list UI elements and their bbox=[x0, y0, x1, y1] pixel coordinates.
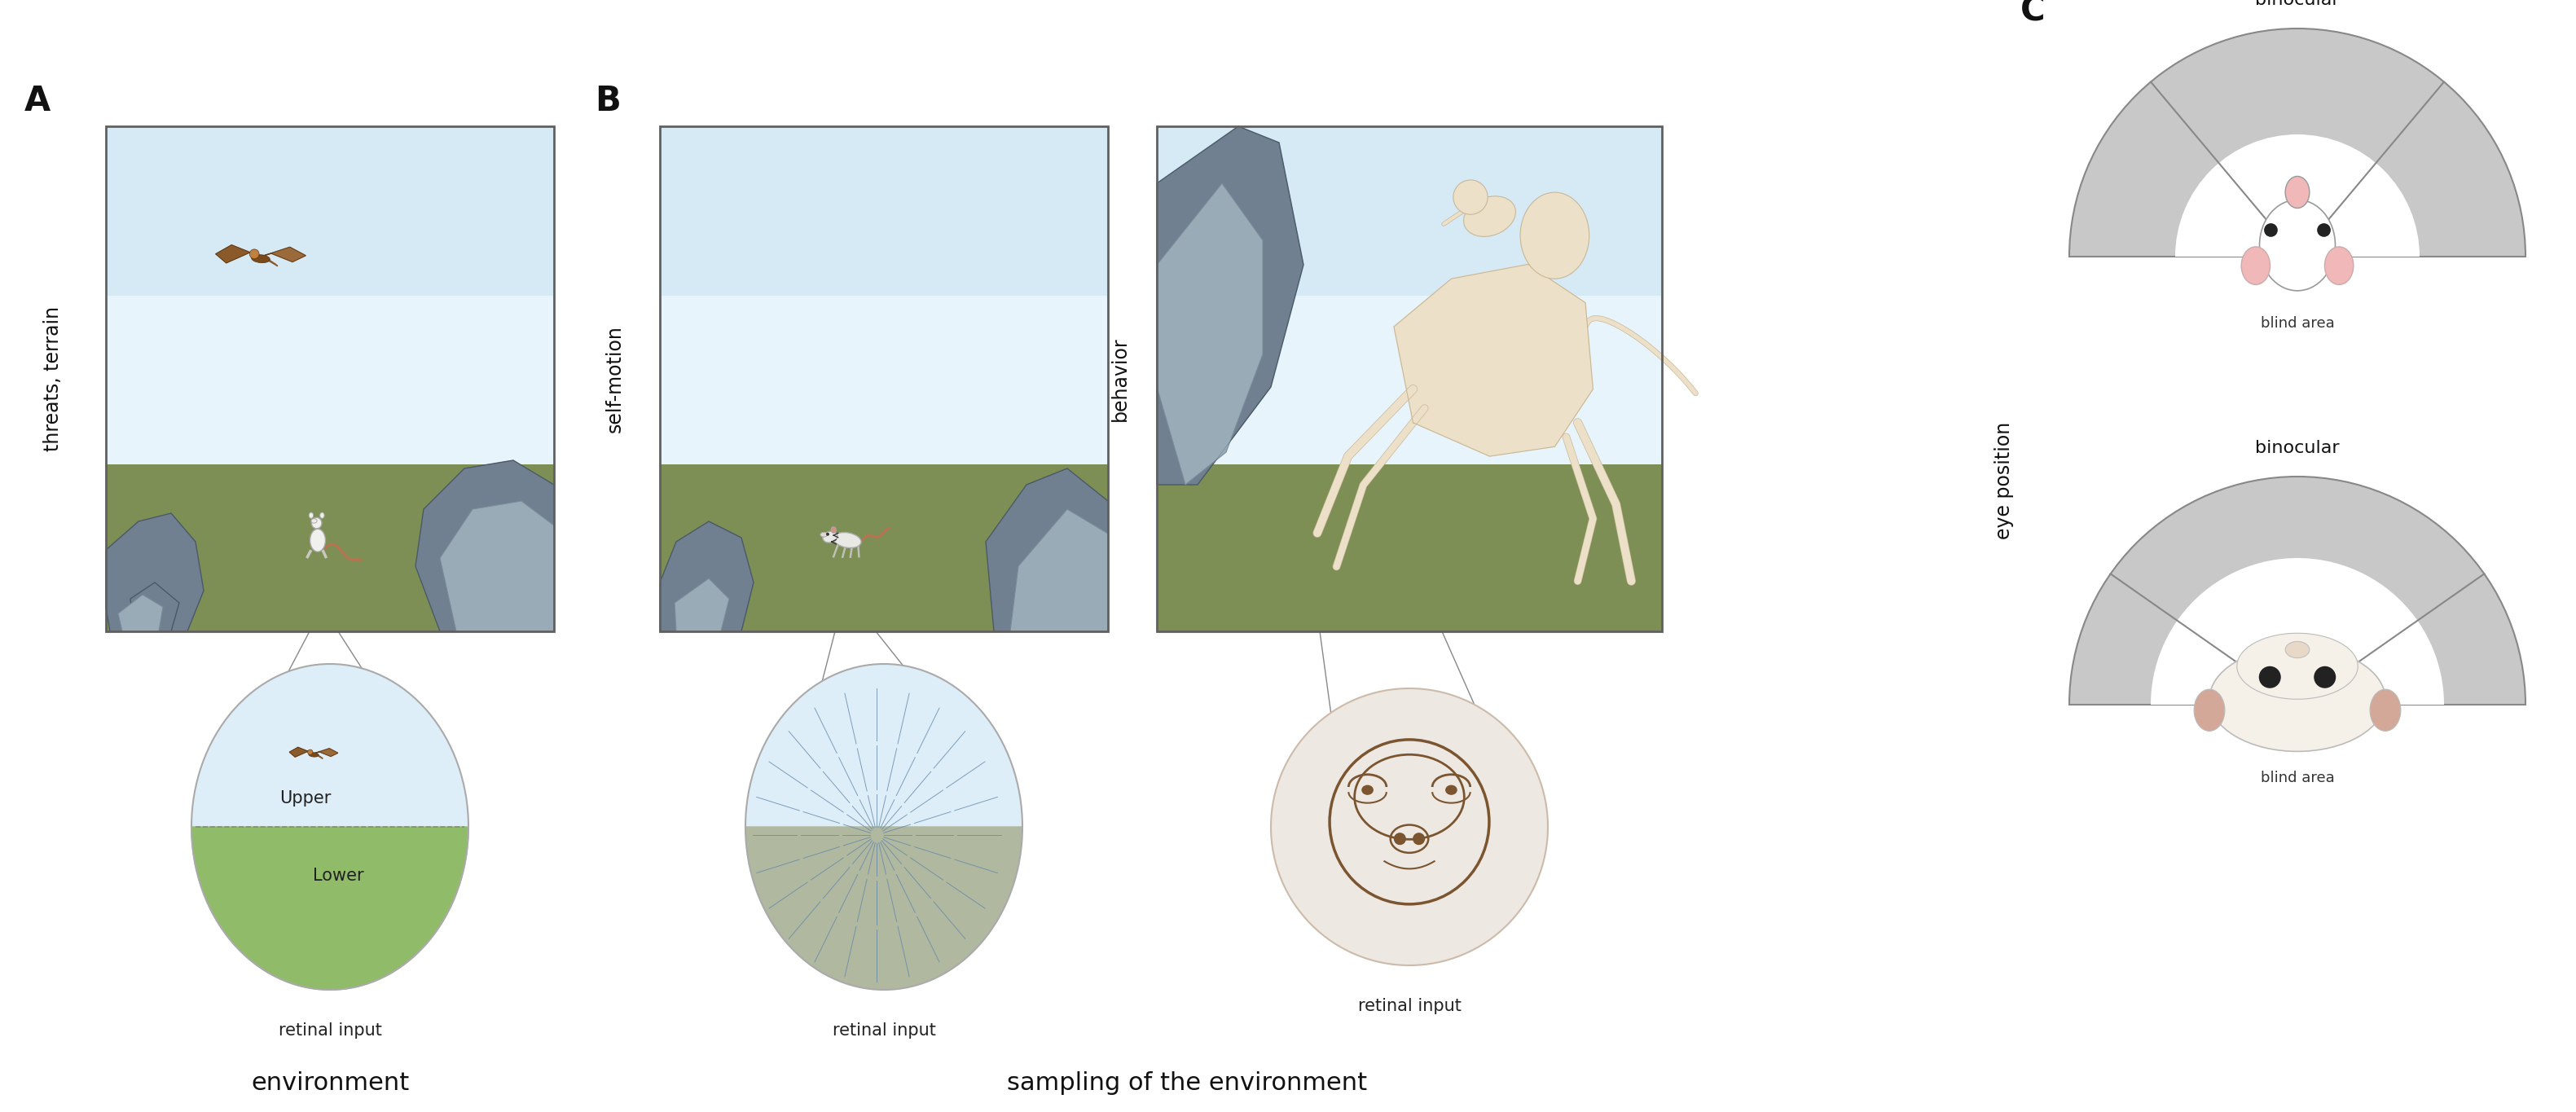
Bar bbox=[1157, 127, 1662, 296]
Ellipse shape bbox=[2241, 247, 2269, 285]
Text: A: A bbox=[23, 83, 52, 118]
Bar bbox=[1157, 296, 1662, 465]
Text: self-motion: self-motion bbox=[605, 325, 626, 433]
Text: B: B bbox=[595, 83, 621, 118]
Bar bbox=[659, 127, 1108, 296]
Polygon shape bbox=[675, 578, 729, 632]
Bar bbox=[106, 296, 554, 465]
Ellipse shape bbox=[1363, 785, 1373, 795]
Text: eye position: eye position bbox=[1994, 421, 2014, 539]
Ellipse shape bbox=[2195, 689, 2226, 731]
Polygon shape bbox=[314, 748, 337, 756]
Ellipse shape bbox=[819, 533, 827, 537]
Wedge shape bbox=[2069, 477, 2524, 705]
Text: environment: environment bbox=[250, 1072, 410, 1095]
Ellipse shape bbox=[832, 527, 837, 533]
Ellipse shape bbox=[319, 513, 325, 518]
Text: sampling of the environment: sampling of the environment bbox=[1007, 1072, 1368, 1095]
Circle shape bbox=[1453, 180, 1489, 215]
Wedge shape bbox=[2069, 29, 2524, 257]
Ellipse shape bbox=[835, 533, 860, 548]
Ellipse shape bbox=[2285, 642, 2311, 658]
Ellipse shape bbox=[312, 518, 317, 523]
Circle shape bbox=[2316, 224, 2331, 237]
Text: retinal input: retinal input bbox=[1358, 997, 1461, 1014]
Ellipse shape bbox=[2324, 247, 2354, 285]
Polygon shape bbox=[131, 583, 180, 632]
Circle shape bbox=[1394, 833, 1406, 845]
Wedge shape bbox=[2151, 558, 2445, 705]
Ellipse shape bbox=[822, 532, 837, 543]
Polygon shape bbox=[106, 514, 204, 632]
Polygon shape bbox=[1157, 127, 1303, 485]
Ellipse shape bbox=[1520, 192, 1589, 279]
Polygon shape bbox=[191, 827, 469, 990]
Text: threats, terrain: threats, terrain bbox=[44, 306, 62, 451]
Polygon shape bbox=[659, 522, 755, 632]
Circle shape bbox=[827, 533, 829, 536]
Ellipse shape bbox=[191, 664, 469, 990]
Text: blind area: blind area bbox=[2259, 771, 2334, 785]
Ellipse shape bbox=[309, 513, 314, 518]
Ellipse shape bbox=[312, 517, 322, 528]
Polygon shape bbox=[987, 468, 1108, 632]
Bar bbox=[659, 296, 1108, 465]
Bar bbox=[1157, 127, 1662, 632]
Bar bbox=[659, 127, 1108, 632]
Bar bbox=[106, 127, 554, 296]
Text: Lower: Lower bbox=[312, 867, 363, 884]
Polygon shape bbox=[1157, 183, 1262, 485]
Circle shape bbox=[250, 249, 260, 259]
Ellipse shape bbox=[309, 753, 319, 757]
Polygon shape bbox=[1010, 509, 1108, 632]
Ellipse shape bbox=[2236, 633, 2357, 699]
Text: behavior: behavior bbox=[1110, 337, 1131, 421]
Circle shape bbox=[2259, 666, 2280, 688]
Ellipse shape bbox=[2259, 200, 2336, 290]
Ellipse shape bbox=[744, 664, 1023, 990]
Polygon shape bbox=[118, 595, 162, 632]
Polygon shape bbox=[744, 827, 1023, 990]
Circle shape bbox=[307, 749, 312, 755]
Text: binocular: binocular bbox=[2254, 440, 2339, 456]
Text: retinal input: retinal input bbox=[278, 1022, 381, 1039]
Bar bbox=[1157, 465, 1662, 632]
Ellipse shape bbox=[1445, 785, 1458, 795]
Polygon shape bbox=[415, 460, 554, 632]
Polygon shape bbox=[216, 245, 260, 262]
Bar bbox=[106, 465, 554, 632]
Text: blind area: blind area bbox=[2259, 317, 2334, 331]
Circle shape bbox=[1412, 833, 1425, 845]
Polygon shape bbox=[1394, 265, 1592, 456]
Ellipse shape bbox=[1463, 196, 1515, 237]
Circle shape bbox=[2313, 666, 2336, 688]
Text: Upper: Upper bbox=[281, 791, 332, 806]
Polygon shape bbox=[289, 747, 314, 757]
Bar bbox=[106, 127, 554, 632]
Text: binocular: binocular bbox=[2254, 0, 2339, 8]
Text: retinal input: retinal input bbox=[832, 1022, 935, 1039]
Ellipse shape bbox=[252, 255, 270, 262]
Wedge shape bbox=[2174, 135, 2419, 257]
Ellipse shape bbox=[2285, 177, 2311, 208]
Bar bbox=[659, 465, 1108, 632]
Circle shape bbox=[1270, 688, 1548, 965]
Polygon shape bbox=[265, 257, 278, 266]
Polygon shape bbox=[317, 754, 322, 758]
Ellipse shape bbox=[2370, 689, 2401, 731]
Ellipse shape bbox=[2210, 647, 2385, 752]
Ellipse shape bbox=[309, 529, 325, 552]
Text: C: C bbox=[2020, 0, 2045, 29]
Polygon shape bbox=[260, 247, 307, 262]
Polygon shape bbox=[440, 502, 554, 632]
Circle shape bbox=[2264, 224, 2277, 237]
